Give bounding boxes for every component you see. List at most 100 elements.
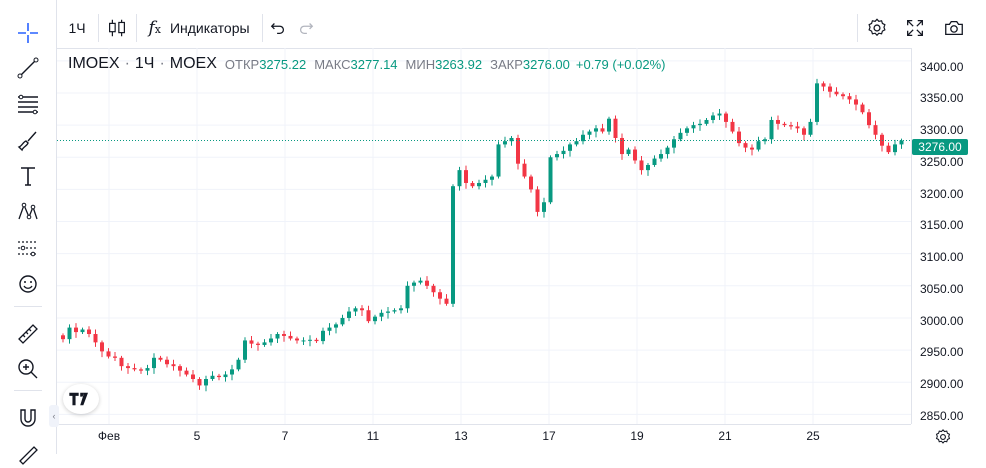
candle-body — [223, 374, 228, 378]
candle-body — [821, 83, 826, 87]
settings-button[interactable] — [859, 8, 895, 48]
candle-body — [535, 189, 540, 212]
candle-body — [665, 147, 670, 155]
candle-body — [639, 160, 644, 171]
candle-body — [80, 329, 85, 333]
candle-body — [158, 357, 163, 360]
undo-icon — [270, 23, 285, 35]
interval-button[interactable]: 1Ч — [57, 8, 97, 48]
candle-body — [782, 123, 787, 126]
candle-body — [301, 340, 306, 342]
price-tick: 3100.00 — [920, 250, 964, 264]
ruler-icon[interactable] — [8, 318, 48, 350]
candle-body — [470, 182, 475, 187]
candle-body — [568, 144, 572, 151]
indicators-button[interactable]: fx Индикаторы — [137, 8, 261, 48]
open-value: 3275.22 — [259, 56, 307, 72]
candle-body — [873, 125, 878, 135]
candle-body — [678, 132, 683, 140]
candle-body — [737, 131, 741, 144]
indicators-label: Индикаторы — [169, 20, 250, 36]
fullscreen-icon — [907, 20, 923, 36]
text-icon[interactable] — [8, 160, 48, 192]
collapse-toolbar-handle[interactable]: ‹ — [49, 405, 59, 427]
candle-body — [464, 170, 468, 183]
candle-body — [730, 121, 735, 132]
candle-body — [269, 338, 273, 343]
candle-body — [288, 335, 293, 339]
candle-body — [165, 359, 169, 365]
lock-drawing-icon[interactable] — [8, 436, 48, 468]
price-tick: 3000.00 — [920, 314, 964, 328]
candle-body — [87, 329, 91, 335]
tradingview-logo[interactable] — [63, 384, 99, 414]
candle-body — [685, 128, 689, 133]
candle-body — [698, 123, 702, 126]
candle-body — [106, 351, 111, 357]
candle-body — [607, 118, 611, 132]
candle-body — [834, 91, 839, 95]
chart-pane[interactable] — [57, 48, 911, 424]
camera-icon — [945, 20, 963, 36]
undo-button[interactable] — [264, 8, 292, 48]
candle-body — [893, 144, 897, 153]
pattern-icon[interactable] — [8, 196, 48, 228]
legend-symbol[interactable]: IMOEX — [68, 55, 120, 72]
candle-body — [756, 141, 761, 150]
trend-line-icon[interactable] — [8, 52, 48, 84]
candle-body — [386, 311, 390, 313]
candle-body — [776, 119, 780, 124]
candle-body — [587, 131, 592, 135]
zoom-in-icon[interactable] — [8, 353, 48, 385]
screenshot-button[interactable] — [935, 8, 973, 48]
redo-button[interactable] — [292, 8, 320, 48]
candles-icon — [109, 19, 125, 37]
time-tick: 25 — [806, 429, 820, 443]
candle-body — [113, 356, 117, 358]
forecast-icon[interactable] — [8, 232, 48, 264]
candle-body — [743, 143, 748, 148]
candle-body — [542, 202, 546, 212]
candle-body — [594, 128, 598, 132]
candle-body — [405, 285, 410, 309]
axis-settings-button[interactable] — [932, 426, 954, 448]
high-value: 3277.14 — [350, 56, 398, 72]
emoji-icon[interactable] — [8, 268, 48, 300]
candle-body — [581, 134, 585, 142]
price-tick: 2900.00 — [920, 377, 964, 391]
candle-body — [828, 86, 832, 92]
price-tick: 3150.00 — [920, 218, 964, 232]
legend-dot: · — [124, 55, 130, 72]
candle-body — [769, 119, 774, 140]
time-axis[interactable]: Фев 5 7 11 13 17 19 21 25 — [57, 424, 911, 455]
candle-body — [457, 170, 462, 187]
candle-body — [93, 334, 98, 343]
fib-retracement-icon[interactable] — [8, 88, 48, 120]
candle-body — [516, 137, 520, 164]
tradingview-logo-icon — [69, 392, 88, 406]
candle-body — [802, 128, 806, 135]
candlestick-chart[interactable] — [57, 48, 911, 424]
candle-body — [886, 145, 891, 153]
candle-body — [61, 335, 65, 340]
candle-body — [652, 158, 657, 165]
price-axis[interactable]: 3400.00 3350.00 3300.00 3250.00 3200.00 … — [911, 48, 986, 424]
candle-body — [191, 374, 195, 380]
time-tick: 11 — [366, 429, 380, 443]
time-tick: Фев — [97, 429, 121, 443]
fullscreen-button[interactable] — [897, 8, 933, 48]
magnet-icon[interactable] — [8, 402, 48, 434]
toolbar-divider — [262, 14, 263, 42]
time-tick: 7 — [281, 429, 289, 443]
candle-body — [717, 113, 722, 116]
candle-body — [483, 179, 488, 183]
candle-body — [210, 375, 215, 380]
price-tick: 3300.00 — [920, 123, 964, 137]
low-label: МИН — [405, 56, 436, 72]
chart-type-button[interactable] — [99, 8, 135, 48]
brush-icon[interactable] — [8, 124, 48, 156]
candle-body — [184, 370, 189, 375]
candle-body — [496, 144, 501, 177]
interval-label: 1Ч — [68, 20, 86, 36]
crosshair-icon[interactable] — [8, 17, 48, 49]
